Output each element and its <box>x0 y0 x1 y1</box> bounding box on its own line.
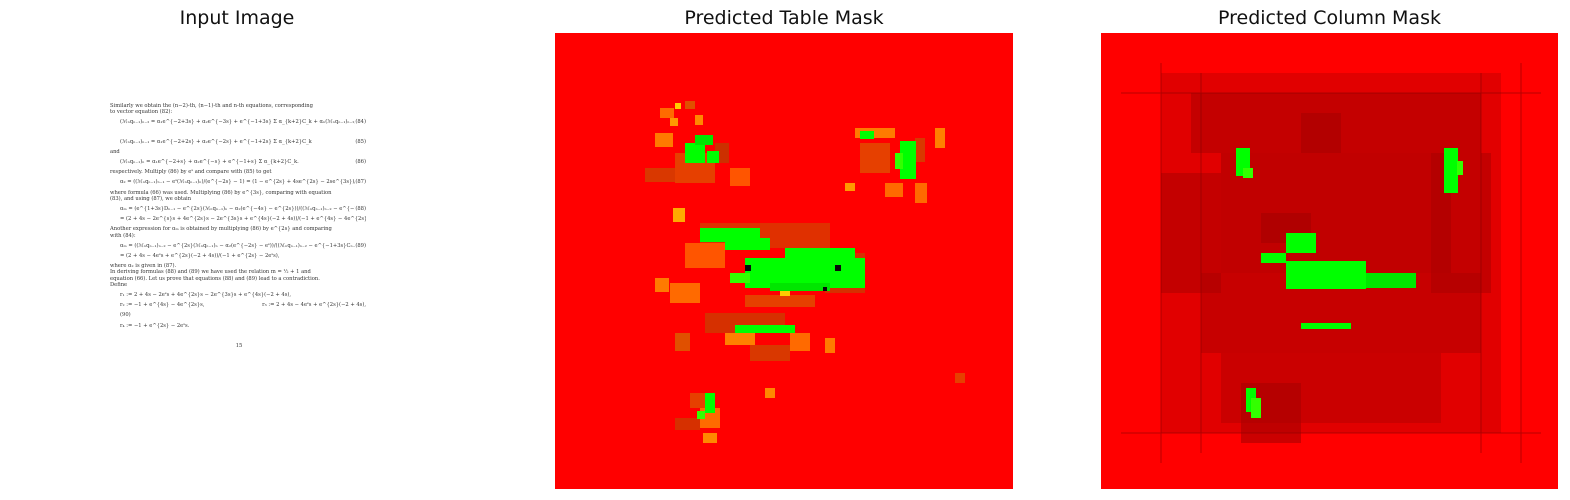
column-mask-heatmap <box>1101 33 1558 489</box>
positive-region <box>1261 253 1286 263</box>
doc-equation: (ℳₙqₙ₋₁)ₙ₋₁ = α₁e^{−2+2s} + α₂e^{−2s} + … <box>120 138 366 145</box>
doc-equation: (90) <box>120 312 131 319</box>
doc-equation: αₘ = (e^{1+3s}Dₙ₋₁ − e^{2s}(ℳₙqₙ₋₁)ₙ − α… <box>120 206 366 213</box>
table-mask-panel <box>555 33 1013 489</box>
doc-equation: r₄ := −1 + e^{2s} − 2eˢs. <box>120 322 190 329</box>
positive-region <box>705 393 715 413</box>
doc-text-line: Define <box>110 281 128 288</box>
doc-text-line: respectively. Multiply (86) by eˢ and co… <box>110 169 272 176</box>
doc-text-line: equation (66). Let us prove that equatio… <box>110 275 320 282</box>
doc-equation: = (2 + 4s − 2e^{s}s + 4e^{2s}s − 2e^{3s}… <box>120 216 366 223</box>
table-mask-positive-regions <box>685 131 916 419</box>
doc-text-line: where formula (66) was used. Multiplying… <box>110 189 332 196</box>
positive-region <box>1286 261 1366 289</box>
doc-equation: r₁ := 2 + 4s − 2eˢs + 4e^{2s}s − 2e^{3s}… <box>120 292 292 299</box>
column-mask-dark-regions <box>1161 73 1501 443</box>
positive-region <box>900 141 916 179</box>
document-page: Similarly we obtain the (n−2)-th, (n−1)-… <box>110 103 368 349</box>
doc-equation: α₂ = ((ℳₙqₙ₋₁)ₙ₋₁ − eˢ(ℳₙqₙ₋₁)ₙ)/(e^{−2s… <box>120 179 366 186</box>
doc-equation: = (2 + 4s − 4eˢs + e^{2s}(−2 + 4s))/(−1 … <box>120 253 280 260</box>
column-mask-grid-lines <box>1121 63 1541 463</box>
doc-equation: (ℳₙqₙ₋₁)ₙ = α₁e^{−2+s} + α₂e^{−s} + e^{−… <box>120 159 366 166</box>
page-number: 15 <box>235 342 243 349</box>
positive-region <box>735 325 795 333</box>
column-mask-panel <box>1101 33 1558 489</box>
column-mask-positive-regions <box>1236 148 1463 418</box>
doc-text-line: (83), and using (87), we obtain <box>110 195 192 202</box>
doc-text-line: Another expression for αₘ is obtained by… <box>110 226 332 233</box>
doc-text-line: and <box>110 148 120 155</box>
input-image-title: Input Image <box>179 7 295 29</box>
doc-text-line: where α₂ is given in (87). <box>110 263 177 270</box>
doc-text-line: with (84): <box>110 232 136 239</box>
doc-equation: αₘ = ((ℳₙqₙ₋₁)ₙ₋₂ − e^{2s}(ℳₙqₙ₋₁)ₙ − α₂… <box>120 242 366 249</box>
doc-text-line: In deriving formulas (88) and (89) we ha… <box>110 269 311 276</box>
doc-equation: r₂ := −1 + e^{4s} − 4e^{2s}s, r₃ := 2 + 4… <box>120 302 366 309</box>
table-mask-heatmap <box>555 33 1013 489</box>
table-mask-title: Predicted Table Mask <box>684 7 884 29</box>
doc-equation: (ℳₙqₙ₋₁)ₙ₋₂ = α₁e^{−2+3s} + α₂e^{−3s} + … <box>120 119 366 126</box>
positive-region <box>1444 148 1458 193</box>
positive-region <box>1301 323 1351 329</box>
column-mask-title: Predicted Column Mask <box>1218 7 1441 29</box>
positive-region <box>685 143 705 163</box>
input-image-panel: Similarly we obtain the (n−2)-th, (n−1)-… <box>9 33 465 489</box>
doc-text-line: to vector equation (82): <box>110 109 173 116</box>
doc-text-line: Similarly we obtain the (n−2)-th, (n−1)-… <box>110 103 313 109</box>
